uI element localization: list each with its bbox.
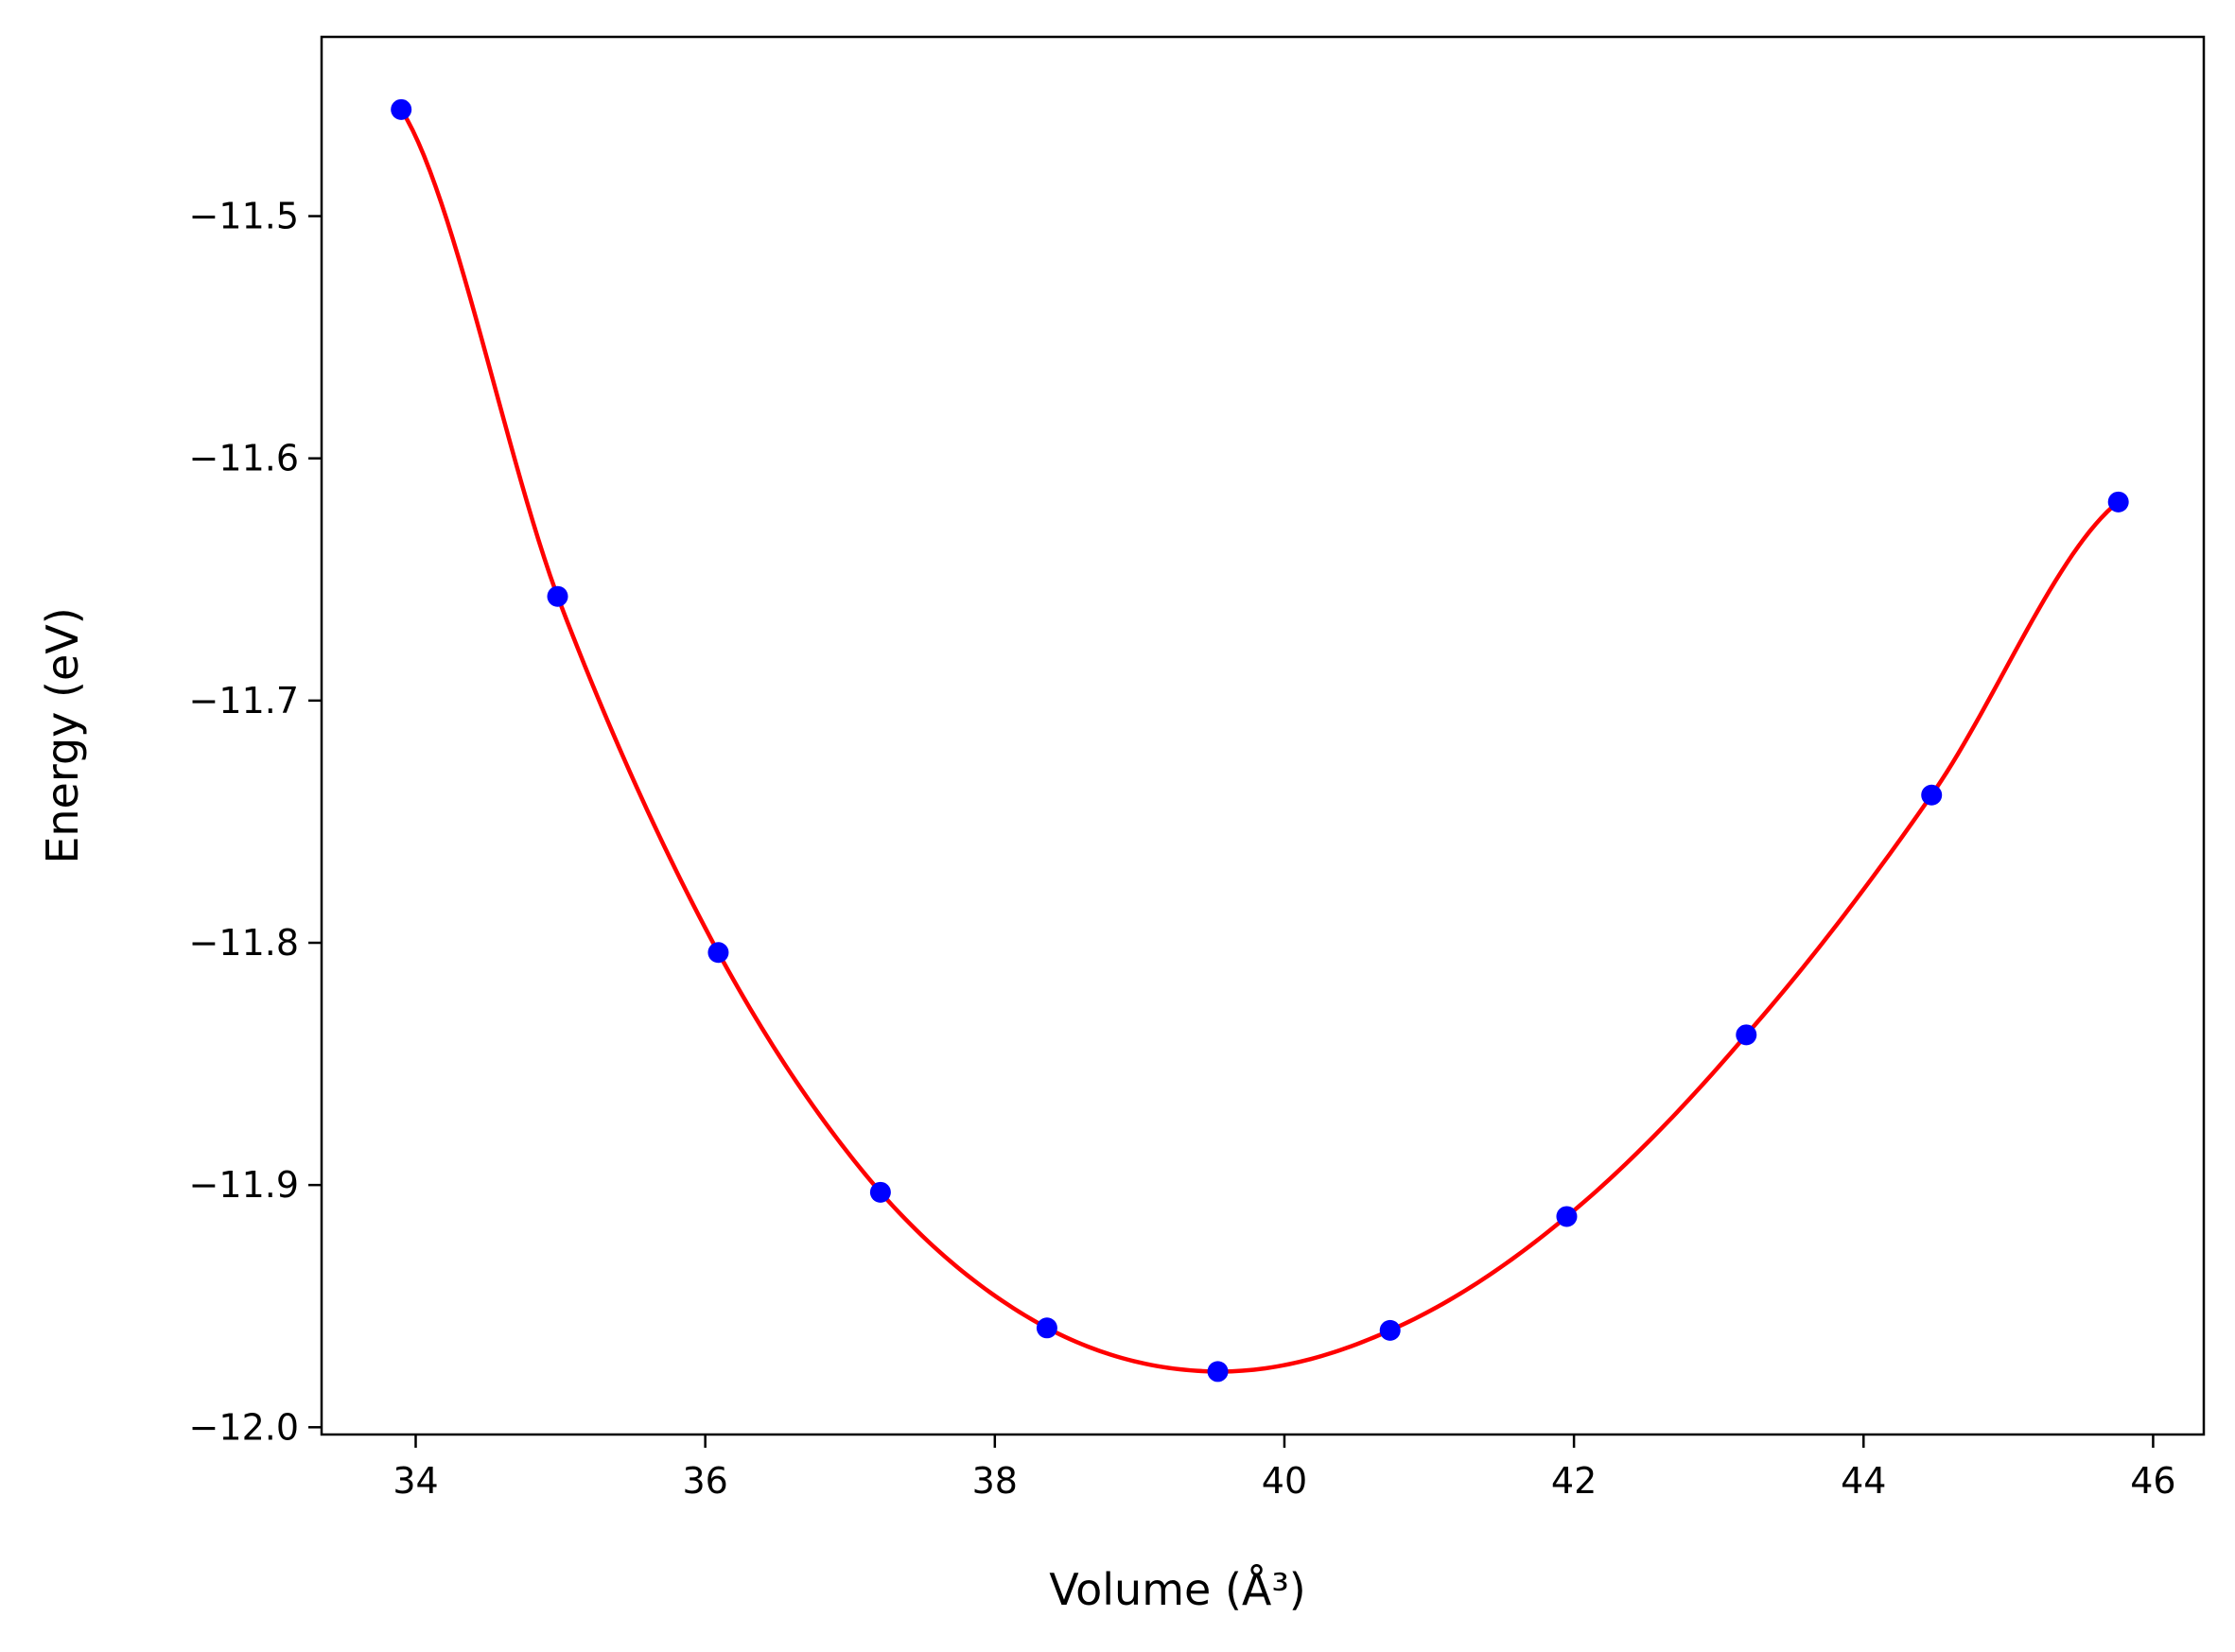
- x-axis-label: Volume (Å³): [1049, 1564, 1306, 1615]
- data-point: [1036, 1317, 1057, 1339]
- y-axis-label: Energy (eV): [37, 607, 88, 863]
- y-tick-label: −11.5: [189, 196, 299, 237]
- y-tick-label: −12.0: [189, 1406, 299, 1448]
- data-point: [547, 585, 568, 607]
- y-tick-label: −11.6: [189, 438, 299, 479]
- x-tick-label: 40: [1262, 1460, 1307, 1502]
- x-tick-label: 34: [393, 1460, 438, 1502]
- x-axis-ticks: 34 36 38 40 42 44 46: [393, 1435, 2176, 1502]
- x-tick-label: 36: [682, 1460, 727, 1502]
- y-axis-ticks: −12.0 −11.9 −11.8 −11.7 −11.6 −11.5: [189, 196, 322, 1448]
- y-tick-label: −11.9: [189, 1164, 299, 1206]
- data-point: [2107, 491, 2129, 513]
- y-tick-label: −11.7: [189, 680, 299, 722]
- x-tick-label: 46: [2130, 1460, 2175, 1502]
- data-point: [391, 98, 412, 120]
- x-tick-label: 38: [972, 1460, 1018, 1502]
- data-point: [1736, 1024, 1757, 1046]
- data-points: [391, 98, 2129, 1382]
- x-tick-label: 42: [1551, 1460, 1597, 1502]
- data-point: [1379, 1319, 1401, 1341]
- y-tick-label: −11.8: [189, 922, 299, 964]
- data-point: [869, 1181, 891, 1203]
- fit-curve: [399, 108, 2121, 1374]
- plot-frame: [320, 35, 2206, 1436]
- x-tick-label: 44: [1841, 1460, 1886, 1502]
- data-point: [707, 942, 729, 964]
- data-point: [1556, 1206, 1578, 1227]
- data-point: [1921, 784, 1943, 806]
- data-point: [1207, 1361, 1229, 1382]
